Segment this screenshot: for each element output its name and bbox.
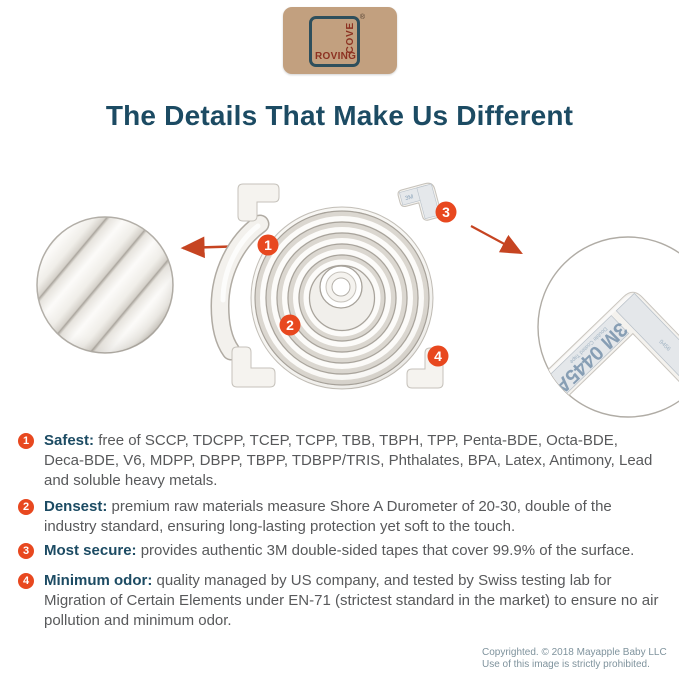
magnified-tape-circle: 3M 0445A Double Coated Tape 9456 [537,236,679,418]
copyright-line2: Use of this image is strictly prohibited… [482,659,650,670]
feature-3-body: provides authentic 3M double-sided tapes… [136,542,635,559]
feature-2-badge: 2 [18,499,34,515]
marker-1: 1 [257,234,279,256]
copyright-line1: Copyrighted. © 2018 Mayapple Baby LLC [482,647,667,658]
feature-list: 1 Safest: free of SCCP, TDCPP, TCEP, TCP… [18,431,663,631]
corner-guard-taped-small: 3M [397,182,442,221]
feature-4-label: Minimum odor: [44,572,153,589]
feature-3-text: Most secure: provides authentic 3M doubl… [44,541,660,561]
product-diagram: 3M 3M 0445A Double Coated Tape 9456 1 2 … [36,182,679,418]
marker-3: 3 [435,201,457,223]
brand-logo-cove-text: COVE [345,22,356,54]
brand-logo-frame: ROVING COVE ® [309,14,365,67]
feature-3-badge: 3 [18,543,34,559]
feature-4-text: Minimum odor: quality managed by US comp… [44,571,660,631]
feature-2-body: premium raw materials measure Shore A Du… [44,498,612,535]
feature-1-body: free of SCCP, TDCPP, TCEP, TCPP, TBB, TB… [44,432,653,489]
feature-2-label: Densest: [44,498,108,515]
marker-2-number: 2 [286,317,294,333]
copyright-notice: Copyrighted. © 2018 Mayapple Baby LLC Us… [482,647,667,671]
roll-center-hole [319,265,363,309]
feature-1-badge: 1 [18,433,34,449]
brand-logo-roving-text: ROVING [315,51,357,62]
feature-1-text: Safest: free of SCCP, TDCPP, TCEP, TCPP,… [44,431,660,491]
feature-4-badge: 4 [18,573,34,589]
tape-strip-vertical [615,292,679,403]
marker-4: 4 [427,345,449,367]
registered-trademark-symbol: ® [359,14,365,21]
feature-4-body: quality managed by US company, and teste… [44,572,659,629]
feature-item-minimum-odor: 4 Minimum odor: quality managed by US co… [18,571,663,631]
feature-3-label: Most secure: [44,542,137,559]
marker-3-number: 3 [442,204,450,220]
feature-1-label: Safest: [44,432,95,449]
edge-protector-roll [210,206,434,390]
corner-guard-bottom-left [231,346,276,388]
feature-item-densest: 2 Densest: premium raw materials measure… [18,497,663,537]
arrow-right [470,225,523,255]
marker-4-number: 4 [434,348,442,364]
corner-guard-top-left [237,183,280,222]
feature-2-text: Densest: premium raw materials measure S… [44,497,660,537]
marker-1-number: 1 [264,237,272,253]
magnified-texture-circle [36,216,174,354]
tape-print-3m-small: 3M [405,194,415,202]
page-title: The Details That Make Us Different [105,100,574,131]
brand-logo: ROVING COVE ® [283,7,397,74]
marker-2: 2 [279,314,301,336]
feature-item-most-secure: 3 Most secure: provides authentic 3M dou… [18,541,663,561]
feature-item-safest: 1 Safest: free of SCCP, TDCPP, TCEP, TCP… [18,431,663,491]
roll-strip-tail [210,214,270,361]
